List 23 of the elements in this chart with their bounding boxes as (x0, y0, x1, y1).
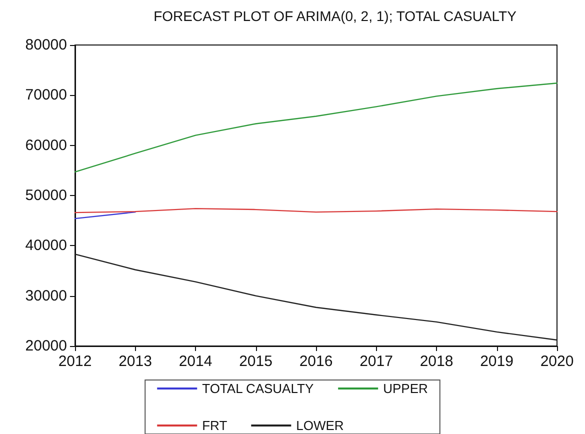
y-tick-label: 50000 (25, 187, 67, 204)
legend-label: LOWER (296, 418, 344, 433)
y-tick-label: 70000 (25, 86, 67, 104)
x-tick-label: 2012 (58, 353, 92, 370)
x-tick-label: 2013 (118, 353, 152, 370)
x-tick-label: 2016 (299, 353, 333, 370)
line-series (74, 254, 558, 341)
y-tick-label: 30000 (25, 287, 67, 304)
legend-label: UPPER (383, 381, 428, 396)
x-tick-label: 2017 (360, 353, 393, 370)
y-tick-label: 80000 (25, 36, 67, 54)
y-tick-label: 40000 (25, 237, 67, 254)
chart-title: FORECAST PLOT OF ARIMA(0, 2, 1); TOTAL CASUALTY (154, 8, 518, 24)
x-tick-label: 2020 (540, 353, 574, 370)
y-tick-label: 20000 (25, 338, 67, 354)
x-tick-label: 2015 (239, 353, 272, 370)
legend-label: TOTAL CASUALTY (202, 381, 314, 396)
x-tick-label: 2014 (178, 353, 212, 370)
y-tick-label: 60000 (25, 136, 67, 154)
line-series (74, 82, 558, 173)
legend-label: FRT (202, 418, 228, 433)
x-tick-label: 2019 (480, 353, 514, 370)
x-tick-label: 2018 (420, 353, 454, 370)
